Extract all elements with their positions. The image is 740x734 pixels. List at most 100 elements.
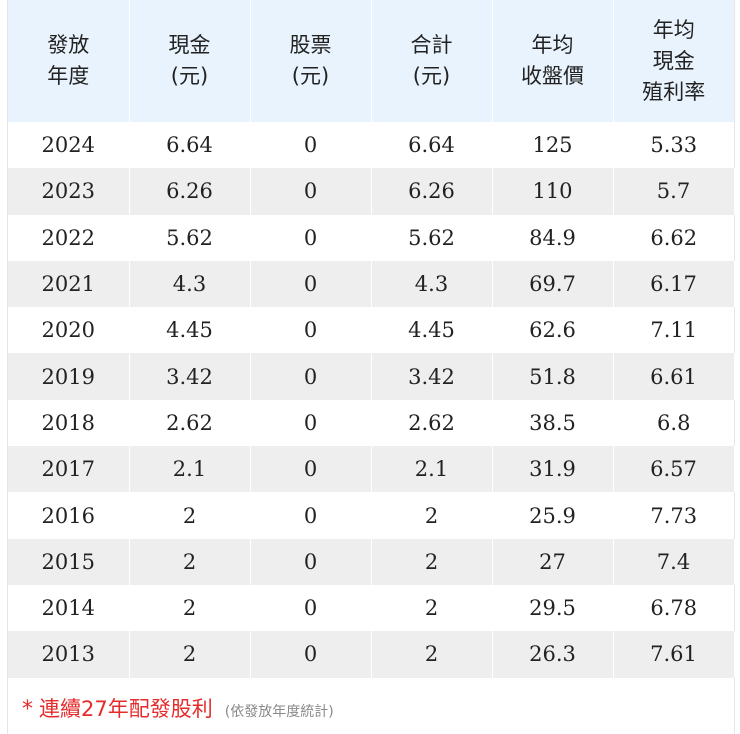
cell-total: 2: [371, 538, 493, 585]
footnote-star: *: [22, 697, 33, 722]
cell-cash: 6.64: [129, 122, 251, 169]
footnote-main-text: 連續27年配發股利: [39, 697, 213, 721]
cell-avg-close: 51.8: [492, 353, 614, 400]
cell-avg-close: 27: [492, 538, 614, 585]
cell-year: 2024: [8, 122, 130, 169]
cell-avg-yield: 7.61: [613, 631, 735, 678]
header-line: (元): [170, 64, 209, 88]
cell-year: 2013: [8, 631, 130, 678]
header-cash: 現金 (元): [129, 0, 251, 122]
header-line: 發放: [47, 33, 90, 57]
cell-total: 2: [371, 584, 493, 632]
cell-stock: 0: [250, 492, 372, 539]
cell-avg-yield: 6.17: [613, 260, 735, 308]
cell-year: 2020: [8, 307, 130, 354]
cell-stock: 0: [250, 538, 372, 585]
cell-total: 2.1: [371, 446, 493, 493]
cell-year: 2023: [8, 168, 130, 215]
cell-cash: 2: [129, 631, 251, 678]
header-row: 發放 年度 現金 (元) 股票 (元) 合計 (元) 年均 收盤價: [8, 0, 734, 122]
header-line: (元): [412, 64, 451, 88]
cell-cash: 2: [129, 584, 251, 632]
table-row: 2013 2 0 2 26.3 7.61: [8, 631, 735, 678]
cell-avg-yield: 5.33: [613, 122, 734, 169]
cell-stock: 0: [250, 214, 372, 261]
cell-year: 2018: [8, 399, 130, 447]
cell-year: 2019: [8, 353, 130, 400]
cell-year: 2014: [8, 584, 130, 632]
header-line: 股票: [289, 33, 332, 57]
table-row: 2024 6.64 0 6.64 125 5.33: [8, 122, 734, 169]
cell-cash: 4.3: [129, 260, 251, 308]
cell-cash: 4.45: [129, 307, 251, 354]
cell-cash: 5.62: [129, 214, 251, 261]
cell-stock: 0: [250, 631, 372, 678]
cell-avg-yield: 5.7: [613, 168, 735, 215]
cell-avg-yield: 7.11: [613, 307, 734, 354]
table-row: 2020 4.45 0 4.45 62.6 7.11: [8, 307, 734, 354]
cell-avg-yield: 6.62: [613, 214, 734, 261]
header-line: 年均: [531, 33, 574, 57]
cell-cash: 6.26: [129, 168, 251, 215]
cell-stock: 0: [250, 260, 372, 308]
table-header: 發放 年度 現金 (元) 股票 (元) 合計 (元) 年均 收盤價: [8, 0, 734, 122]
cell-avg-close: 38.5: [492, 399, 614, 447]
cell-avg-yield: 6.57: [613, 446, 735, 493]
cell-avg-close: 29.5: [492, 584, 614, 632]
cell-year: 2022: [8, 214, 130, 261]
cell-cash: 3.42: [129, 353, 251, 400]
cell-avg-yield: 6.8: [613, 399, 734, 447]
cell-total: 2: [371, 631, 493, 678]
header-line: 合計: [410, 33, 453, 57]
cell-avg-close: 125: [492, 122, 614, 169]
cell-avg-close: 26.3: [492, 631, 614, 678]
table-row: 2015 2 0 2 27 7.4: [8, 538, 735, 585]
table-row: 2021 4.3 0 4.3 69.7 6.17: [8, 260, 735, 308]
footnote: * 連續27年配發股利 (依發放年度統計): [22, 691, 334, 727]
cell-total: 3.42: [371, 353, 493, 400]
header-avg-yield: 年均 現金 殖利率: [613, 0, 734, 122]
cell-total: 4.45: [371, 307, 493, 354]
cell-avg-close: 69.7: [492, 260, 614, 308]
header-line: 收盤價: [521, 64, 584, 88]
cell-total: 4.3: [371, 260, 493, 308]
table-row: 2019 3.42 0 3.42 51.8 6.61: [8, 353, 735, 400]
cell-total: 2: [371, 492, 493, 539]
cell-avg-yield: 6.61: [613, 353, 735, 400]
cell-avg-yield: 6.78: [613, 584, 734, 632]
header-line: 年度: [47, 64, 90, 88]
header-line: 年均: [652, 17, 695, 42]
table-row: 2016 2 0 2 25.9 7.73: [8, 492, 734, 539]
header-line: (元): [291, 64, 330, 88]
dividend-panel: 發放 年度 現金 (元) 股票 (元) 合計 (元) 年均 收盤價: [7, 0, 735, 734]
cell-stock: 0: [250, 584, 372, 632]
table-body: 2024 6.64 0 6.64 125 5.33 2023 6.26 0 6.26 110 5.7 2…: [8, 122, 735, 678]
table-row: 2018 2.62 0 2.62 38.5 6.8: [8, 399, 734, 447]
cell-stock: 0: [250, 122, 372, 169]
cell-year: 2017: [8, 446, 130, 493]
cell-year: 2016: [8, 492, 130, 539]
cell-total: 6.26: [371, 168, 493, 215]
cell-avg-close: 25.9: [492, 492, 614, 539]
cell-stock: 0: [250, 168, 372, 215]
cell-stock: 0: [250, 399, 372, 447]
cell-avg-close: 31.9: [492, 446, 614, 493]
cell-total: 5.62: [371, 214, 493, 261]
cell-cash: 2.1: [129, 446, 251, 493]
header-stock: 股票 (元): [250, 0, 372, 122]
cell-avg-yield: 7.73: [613, 492, 734, 539]
cell-total: 6.64: [371, 122, 493, 169]
cell-avg-close: 62.6: [492, 307, 614, 354]
cell-stock: 0: [250, 307, 372, 354]
cell-avg-close: 84.9: [492, 214, 614, 261]
footnote-sub-text: (依發放年度統計): [224, 704, 334, 720]
cell-total: 2.62: [371, 399, 493, 447]
dividend-table: 發放 年度 現金 (元) 股票 (元) 合計 (元) 年均 收盤價: [8, 0, 735, 678]
table-row: 2014 2 0 2 29.5 6.78: [8, 584, 734, 632]
header-line: 現金: [652, 48, 695, 73]
header-avg-close: 年均 收盤價: [492, 0, 614, 122]
cell-cash: 2: [129, 492, 251, 539]
table-row: 2022 5.62 0 5.62 84.9 6.62: [8, 214, 734, 261]
cell-stock: 0: [250, 446, 372, 493]
table-row: 2023 6.26 0 6.26 110 5.7: [8, 168, 735, 215]
